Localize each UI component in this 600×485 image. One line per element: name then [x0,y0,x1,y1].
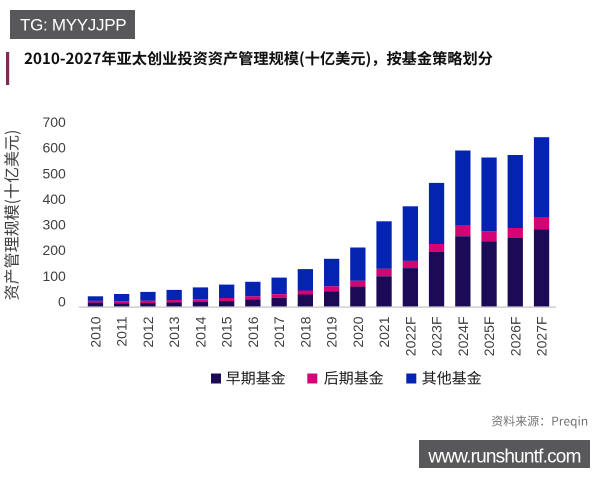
svg-text:2023F: 2023F [429,317,445,357]
svg-text:2010: 2010 [88,316,104,347]
svg-text:0: 0 [58,294,66,310]
svg-text:2025F: 2025F [481,317,497,357]
svg-text:2027F: 2027F [534,317,550,357]
svg-text:2022F: 2022F [402,317,418,357]
svg-text:600: 600 [42,140,66,156]
svg-text:2016: 2016 [245,316,261,347]
svg-text:200: 200 [42,242,66,258]
svg-text:100: 100 [42,268,66,284]
svg-text:2024F: 2024F [455,317,471,357]
svg-text:700: 700 [42,114,66,130]
svg-text:2020: 2020 [350,316,366,347]
svg-text:www.runshuntf.com: www.runshuntf.com [427,447,580,468]
svg-text:2021: 2021 [376,316,392,347]
svg-text:2012: 2012 [140,316,156,347]
svg-text:2019: 2019 [324,316,340,347]
svg-text:2014: 2014 [192,316,208,347]
svg-text:2017: 2017 [271,316,287,347]
svg-text:300: 300 [42,217,66,233]
svg-text:2015: 2015 [219,316,235,347]
svg-text:2011: 2011 [114,316,130,346]
svg-text:400: 400 [42,191,66,207]
svg-text:500: 500 [42,165,66,181]
svg-text:TG: MYYJJPP: TG: MYYJJPP [20,16,126,35]
svg-text:2013: 2013 [166,316,182,347]
svg-text:2026F: 2026F [507,317,523,357]
svg-text:2018: 2018 [297,316,313,347]
